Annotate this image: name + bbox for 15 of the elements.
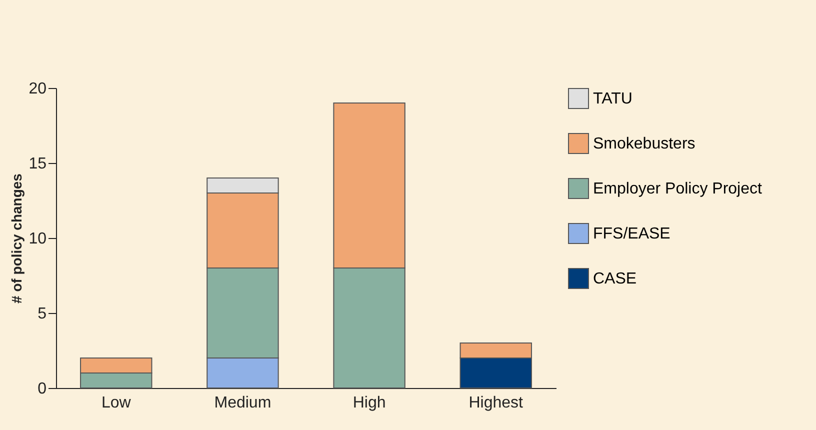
legend-label: TATU: [593, 90, 632, 108]
y-axis-title: # of policy changes: [8, 173, 25, 304]
x-tick-label: Medium: [214, 394, 272, 412]
legend-label: Smokebusters: [593, 136, 696, 152]
y-tick-label: 5: [38, 306, 47, 322]
legend-label: Employer Policy Project: [593, 180, 762, 198]
x-tick-label: High: [352, 394, 386, 412]
x-tick-label: Low: [101, 394, 132, 412]
x-tick-label: Highest: [468, 394, 524, 412]
legend-label: CASE: [593, 270, 637, 288]
legend-label: FFS/EASE: [593, 226, 670, 242]
y-tick-label: 0: [38, 380, 47, 398]
y-tick-label: 20: [28, 80, 47, 98]
y-tick-label: 10: [28, 230, 47, 248]
y-tick-label: 15: [28, 156, 47, 172]
